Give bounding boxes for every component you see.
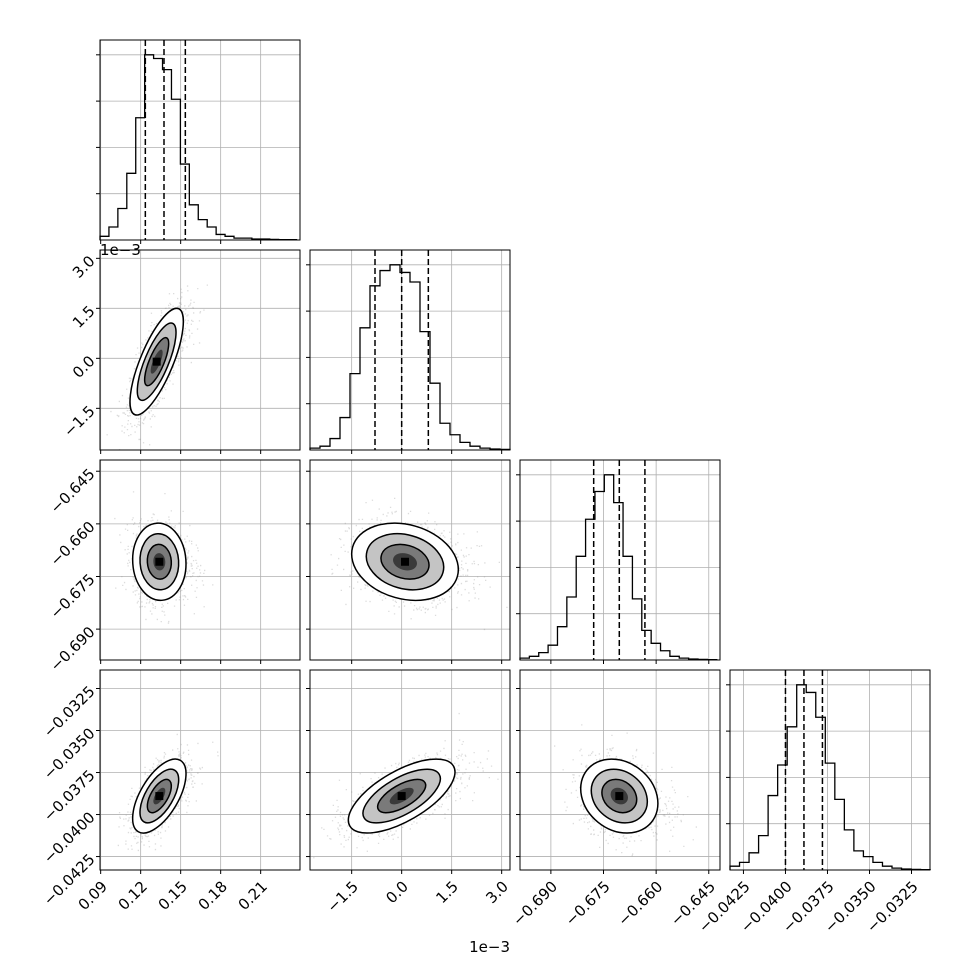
x-tick-label-p0: 0.09 <box>75 878 111 914</box>
histogram-panel-p3 <box>726 670 931 871</box>
plot-layer: 0.09 0.12 0.15 0.18 0.21 −1.5 0.0 1.5 3.0−0.690−… <box>40 39 931 956</box>
panel-frame <box>99 39 301 241</box>
scatter-panel-1-0 <box>100 250 300 450</box>
x-tick-label-p0: 0.15 <box>155 878 191 914</box>
panel-frame <box>99 669 301 871</box>
panel-frame <box>309 669 511 871</box>
y-tick-label-p2: −0.660 <box>47 518 99 570</box>
scatter-panel-3-0 <box>100 670 300 870</box>
density-peak <box>615 792 624 801</box>
density-peak <box>155 792 164 801</box>
scatter-panel-3-1 <box>310 670 510 870</box>
x-tick-label-p0: 0.18 <box>195 878 231 914</box>
x-tick-label-p2: −0.675 <box>562 878 614 930</box>
y-tick-label-p2: −0.675 <box>47 570 99 622</box>
density-peak <box>155 557 164 566</box>
density-peak <box>401 557 409 566</box>
panel-frame <box>309 249 511 451</box>
panel-frame <box>729 669 931 871</box>
density-peak <box>397 792 406 801</box>
y-tick-label-p1: 0.0 <box>69 352 99 382</box>
histogram-step-p1 <box>309 264 511 451</box>
y-tick-label-p1: 1.5 <box>69 302 99 332</box>
panel-frame <box>309 459 511 661</box>
y-tick-label-p1: −1.5 <box>60 402 98 440</box>
x-tick-label-p2: −0.660 <box>614 878 666 930</box>
panel-frame <box>519 669 721 871</box>
y-tick-label-p1: 3.0 <box>69 252 99 282</box>
panel-frame <box>99 249 301 451</box>
panel-frame <box>99 459 301 661</box>
x-tick-label-p1: 3.0 <box>482 878 512 908</box>
y-tick-label-p2: −0.690 <box>47 623 99 675</box>
scatter-panel-2-1 <box>310 460 510 660</box>
scatter-panel-2-0 <box>100 460 300 660</box>
histogram-panel-p1 <box>306 250 511 451</box>
x-tick-label-p1: −1.5 <box>323 878 361 916</box>
density-peak <box>152 357 161 366</box>
x-tick-label-p0: 0.12 <box>115 878 151 914</box>
histogram-step-p2 <box>519 474 718 661</box>
x-tick-label-p0: 0.21 <box>235 878 271 914</box>
x-offset-text: 1e−3 <box>469 938 510 956</box>
histogram-step-p3 <box>729 684 931 871</box>
panel-frame <box>519 459 721 661</box>
histogram-step-p0 <box>99 54 298 241</box>
histogram-panel-p0 <box>96 40 300 241</box>
y-offset-text: 1e−3 <box>100 241 141 259</box>
scatter-panel-3-2 <box>520 670 720 870</box>
x-tick-label-p1: 1.5 <box>432 878 462 908</box>
y-tick-label-p2: −0.645 <box>47 465 99 517</box>
x-tick-label-p2: −0.690 <box>509 878 561 930</box>
histogram-panel-p2 <box>516 460 720 661</box>
x-tick-label-p1: 0.0 <box>382 878 412 908</box>
